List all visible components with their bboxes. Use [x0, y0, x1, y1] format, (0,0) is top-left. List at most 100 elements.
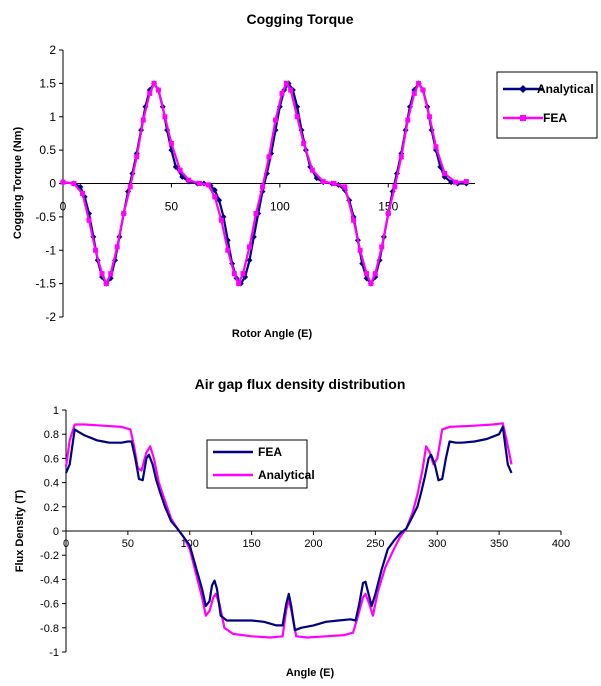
chart1-point-fea	[93, 247, 99, 253]
chart1-point-fea	[71, 181, 77, 186]
chart1-point-fea	[309, 167, 315, 173]
chart1-x-tick-label: 150	[378, 200, 398, 214]
chart1-y-tick-label: -2	[45, 310, 56, 324]
chart2-x-tick-label: 350	[490, 538, 508, 550]
chart2-y-tick-label: -0.2	[40, 550, 59, 562]
chart1-point-fea	[155, 87, 161, 93]
chart1-y-tick-label: 1	[49, 110, 56, 124]
chart1-point-fea	[398, 154, 404, 160]
chart1-point-analytical	[211, 187, 218, 194]
chart1-point-fea	[368, 281, 374, 287]
chart1-point-fea	[416, 80, 422, 86]
chart1-point-fea	[320, 178, 326, 184]
chart2-x-tick-label: 50	[122, 538, 134, 550]
chart1-y-tick-label: 2	[49, 43, 56, 57]
chart1-x-tick-label: 0	[60, 200, 67, 214]
chart1-point-fea	[372, 271, 378, 277]
flux-density-chart: Air gap flux density distribution 1 0.8 0.…	[14, 376, 570, 679]
chart1-point-fea	[134, 154, 140, 160]
chart1-point-fea	[357, 247, 363, 253]
chart1-legend-marker-analytical	[519, 85, 527, 93]
chart1-point-fea	[294, 114, 300, 120]
chart1-point-fea	[218, 217, 224, 223]
chart1-y-ticks: 2 1.5 1 0.5 0 -0.5 -1 -1.5 -2	[35, 43, 63, 324]
chart2-x-tick-label: 150	[242, 538, 260, 550]
chart2-x-tick-label: 0	[63, 538, 69, 550]
chart1-point-analytical	[172, 163, 179, 170]
chart1-legend-label-analytical: Analytical	[537, 82, 594, 96]
chart1-title: Cogging Torque	[246, 11, 353, 27]
chart1-point-fea	[452, 179, 458, 185]
chart1-series-line-fea	[62, 82, 467, 285]
chart1-point-fea	[301, 140, 307, 146]
chart1-point-fea	[392, 184, 398, 190]
chart2-x-tick-label: 300	[428, 538, 446, 550]
chart2-y-tick-label: -0.4	[40, 574, 59, 586]
chart2-legend-label-fea: FEA	[258, 445, 282, 459]
chart2-x-ticks: 0 50 100 150 200 250 300 350 400	[63, 531, 570, 550]
chart1-point-analytical	[246, 257, 253, 264]
chart1-point-fea	[273, 117, 279, 123]
chart1-point-fea	[114, 244, 120, 250]
chart1-point-fea	[420, 87, 426, 93]
chart1-y-axis-label: Cogging Torque (Nm)	[12, 127, 24, 240]
chart1-legend-box	[496, 71, 598, 139]
chart2-y-tick-label: 0	[53, 526, 59, 538]
chart1-point-fea	[86, 217, 92, 223]
chart2-y-axis-label: Flux Density (T)	[14, 489, 26, 572]
chart2-y-tick-label: -1	[49, 647, 59, 659]
chart2-y-tick-label: -0.6	[40, 599, 59, 611]
chart1-y-tick-label: -1.5	[35, 277, 56, 291]
chart1-series	[60, 80, 470, 287]
chart1-point-fea	[442, 170, 448, 176]
chart1-point-fea	[99, 271, 105, 277]
chart1-y-tick-label: -0.5	[35, 210, 56, 224]
chart1-x-ticks: 0 50 100 150	[60, 183, 399, 214]
chart2-y-tick-label: 0.2	[44, 502, 59, 514]
chart1-point-fea	[426, 114, 432, 120]
chart1-point-fea	[197, 181, 203, 186]
chart1-point-fea	[80, 191, 86, 197]
chart1-point-fea	[463, 178, 469, 184]
chart1-point-analytical	[216, 197, 223, 204]
chart1-x-axis-label: Rotor Angle (E)	[232, 328, 313, 340]
chart1-x-tick-label: 100	[270, 200, 290, 214]
chart1-point-fea	[385, 211, 391, 217]
chart1-y-tick-label: 1.5	[39, 76, 56, 90]
chart1-point-fea	[279, 90, 285, 96]
chart1-y-tick-label: 0.5	[39, 143, 56, 157]
chart2-title: Air gap flux density distribution	[195, 376, 406, 392]
chart1-y-tick-label: 0	[49, 177, 56, 191]
chart1-legend: Analytical FEA	[496, 71, 598, 139]
chart1-point-fea	[121, 211, 127, 217]
chart1-point-fea	[186, 177, 192, 183]
chart2-legend-label-analytical: Analytical	[258, 468, 315, 482]
chart1-point-fea	[379, 244, 385, 250]
chart2-x-tick-label: 250	[366, 538, 384, 550]
chart1-legend-label-fea: FEA	[543, 111, 567, 125]
chart2-y-tick-label: 1	[53, 405, 59, 417]
chart1-point-fea	[266, 154, 272, 160]
chart2-legend-box	[206, 439, 308, 489]
chart1-y-tick-label: -1	[45, 243, 56, 257]
chart1-point-fea	[231, 271, 237, 277]
chart1-point-fea	[60, 179, 66, 185]
chart2-x-tick-label: 200	[304, 538, 322, 550]
chart2-x-axis-label: Angle (E)	[286, 667, 335, 679]
chart1-point-fea	[177, 167, 183, 173]
chart1-point-fea	[127, 184, 133, 190]
chart1-point-fea	[103, 281, 109, 287]
chart2-y-ticks: 1 0.8 0.6 0.4 0.2 0 -0.2 -0.4 -0.6 -0.8 -1	[40, 405, 66, 659]
chart1-point-fea	[433, 144, 439, 150]
chart1-point-fea	[246, 244, 252, 250]
chart1-point-fea	[364, 271, 370, 277]
chart1-legend-marker-fea	[520, 115, 526, 121]
chart2-legend: FEA Analytical	[206, 439, 315, 489]
chart2-y-tick-label: 0.8	[44, 429, 59, 441]
chart2-y-tick-label: 0.6	[44, 453, 59, 465]
chart1-point-fea	[331, 181, 337, 186]
chart1-x-tick-label: 50	[165, 200, 179, 214]
chart1-point-fea	[212, 194, 218, 200]
chart2-y-tick-label: 0.4	[44, 478, 59, 490]
chart1-point-fea	[168, 140, 174, 146]
